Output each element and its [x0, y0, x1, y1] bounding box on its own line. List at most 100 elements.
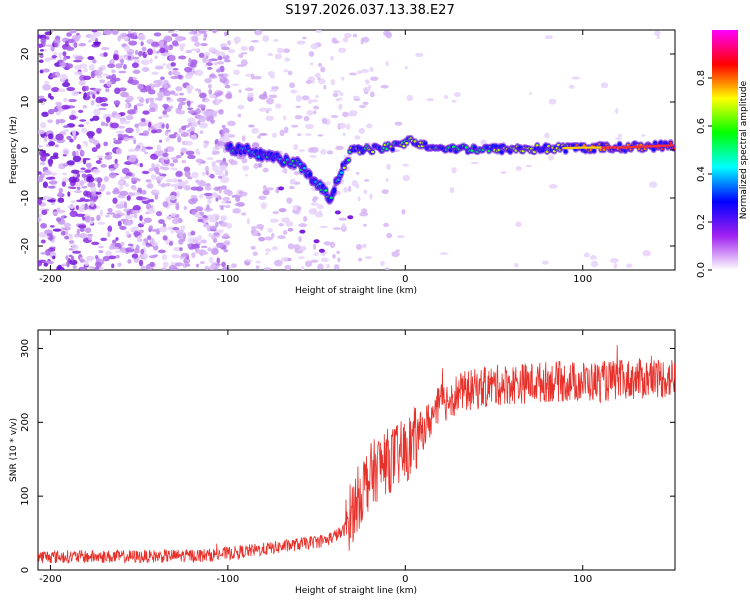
- spectrogram-noise-cell: [228, 158, 235, 163]
- spectrogram-noise-cell: [39, 69, 44, 74]
- spectrogram-y-tick-label: -10: [20, 190, 31, 206]
- spectrogram-noise-cell: [326, 263, 330, 269]
- spectrogram-noise-cell: [63, 125, 69, 129]
- spectrogram-noise-cell: [47, 133, 54, 140]
- spectrogram-noise-cell: [63, 128, 69, 132]
- spectrogram-noise-cell: [385, 31, 393, 39]
- spectrogram-noise-cell: [145, 51, 149, 55]
- spectrogram-noise-cell: [211, 213, 220, 220]
- spectrogram-y-tick-label: -20: [20, 238, 31, 254]
- spectrogram-noise-cell: [168, 70, 173, 76]
- spectrogram-noise-cell: [150, 129, 158, 134]
- spectrogram-noise-cell: [341, 76, 345, 81]
- spectrogram-noise-cell: [364, 79, 369, 82]
- spectrogram-noise-cell: [94, 266, 100, 270]
- spectrogram-noise-cell: [165, 179, 174, 183]
- spectrogram-noise-cell: [135, 126, 140, 134]
- spectrogram-noise-cell: [234, 39, 239, 45]
- spectrogram-noise-cell: [175, 154, 182, 159]
- spectrogram-noise-cell: [179, 247, 183, 252]
- spectrogram-noise-cell: [52, 255, 56, 260]
- spectrogram-noise-cell: [42, 195, 51, 201]
- spectrogram-noise-cell: [268, 94, 278, 99]
- spectrogram-noise-cell: [402, 174, 411, 182]
- spectrogram-noise-cell: [548, 184, 558, 189]
- spectrogram-noise-cell: [167, 30, 174, 34]
- spectrogram-noise-cell: [615, 137, 623, 140]
- spectrogram-noise-cell: [139, 214, 143, 222]
- spectrogram-noise-cell: [119, 33, 126, 39]
- spectrogram-noise-cell: [188, 57, 192, 64]
- spectrogram-noise-cell: [184, 66, 193, 73]
- spectrogram-noise-cell: [259, 107, 266, 112]
- spectrogram-noise-cell: [338, 103, 343, 111]
- spectrogram-noise-cell: [78, 266, 87, 270]
- spectrogram-noise-cell: [318, 209, 322, 217]
- spectrogram-noise-cell: [190, 121, 198, 128]
- spectrogram-noise-cell: [149, 107, 156, 113]
- spectrogram-noise-cell: [600, 82, 609, 89]
- spectrogram-noise-cell: [199, 130, 204, 135]
- spectrogram-noise-cell: [200, 43, 208, 47]
- spectrogram-noise-cell: [176, 97, 186, 103]
- spectrogram-noise-cell: [111, 239, 117, 244]
- spectrogram-noise-cell: [93, 88, 102, 92]
- spectrogram-track-outlier: [318, 248, 325, 253]
- spectrogram-noise-cell: [90, 190, 99, 197]
- spectrogram-noise-cell: [119, 87, 127, 92]
- spectrogram-noise-cell: [140, 41, 144, 47]
- spectrogram-noise-cell: [198, 211, 205, 216]
- spectrogram-noise-cell: [59, 73, 68, 81]
- spectrogram-track-core: [602, 148, 606, 152]
- spectrogram-noise-cell: [85, 121, 90, 125]
- spectrogram-noise-cell: [211, 150, 218, 156]
- spectrogram-noise-cell: [360, 68, 369, 73]
- spectrogram-noise-cell: [76, 144, 81, 150]
- spectrogram-noise-cell: [294, 115, 303, 120]
- spectrogram-noise-cell: [163, 90, 171, 97]
- spectrogram-noise-cell: [262, 35, 270, 42]
- spectrogram-noise-cell: [306, 109, 314, 116]
- spectrogram-noise-cell: [153, 189, 160, 193]
- spectrogram-noise-cell: [159, 47, 166, 54]
- spectrogram-noise-cell: [66, 86, 76, 92]
- spectrogram-noise-cell: [120, 241, 125, 247]
- spectrogram-noise-cell: [204, 265, 210, 270]
- spectrogram-track-edge: [617, 142, 622, 147]
- spectrogram-noise-cell: [332, 40, 340, 44]
- spectrogram-noise-cell: [125, 115, 134, 121]
- spectrogram-noise-cell: [301, 265, 305, 270]
- spectrogram-noise-cell: [107, 225, 113, 233]
- spectrogram-noise-cell: [147, 89, 156, 95]
- spectrogram-noise-cell: [383, 222, 389, 228]
- spectrogram-noise-cell: [127, 243, 134, 247]
- spectrogram-noise-cell: [385, 177, 389, 182]
- spectrogram-noise-cell: [402, 163, 409, 167]
- spectrogram-noise-cell: [103, 175, 110, 183]
- spectrogram-noise-cell: [60, 215, 65, 220]
- spectrogram-track-core: [464, 146, 468, 149]
- spectrogram-noise-cell: [96, 177, 103, 184]
- spectrogram-noise-cell: [271, 132, 277, 138]
- spectrogram-noise-cell: [131, 253, 139, 259]
- spectrogram-noise-cell: [195, 206, 204, 212]
- spectrogram-noise-cell: [79, 119, 87, 122]
- spectrogram-noise-cell: [208, 88, 213, 95]
- spectrogram-noise-cell: [89, 90, 93, 96]
- spectrogram-noise-cell: [61, 263, 67, 267]
- spectrogram-noise-cell: [58, 88, 66, 93]
- spectrogram-noise-cell: [164, 82, 168, 89]
- spectrogram-noise-cell: [310, 259, 319, 263]
- spectrogram-noise-cell: [106, 80, 112, 87]
- spectrogram-noise-cell: [90, 72, 96, 79]
- spectrogram-noise-cell: [176, 35, 184, 42]
- spectrogram-noise-cell: [298, 236, 302, 243]
- spectrogram-noise-cell: [126, 95, 134, 102]
- spectrogram-noise-cell: [40, 37, 47, 44]
- spectrogram-x-tick-label: -200: [39, 274, 62, 285]
- spectrogram-noise-cell: [168, 134, 177, 139]
- spectrogram-noise-cell: [170, 75, 179, 80]
- spectrogram-noise-cell: [240, 46, 248, 51]
- spectrogram-noise-cell: [172, 68, 179, 71]
